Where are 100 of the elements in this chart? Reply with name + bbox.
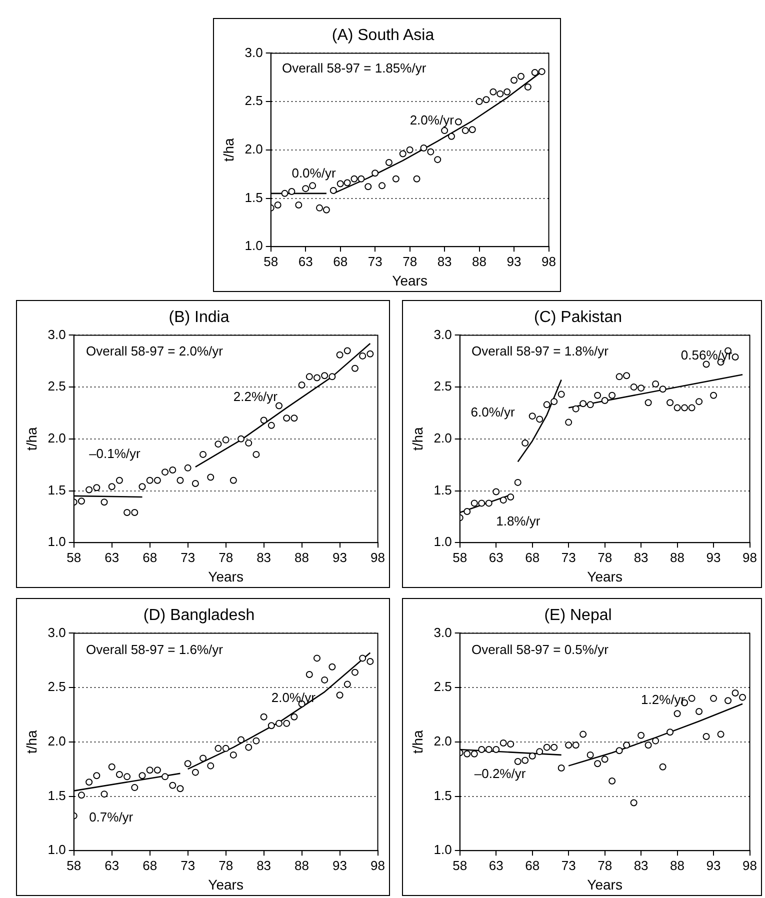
point bbox=[517, 72, 524, 80]
x-tick-label: 68 bbox=[333, 254, 348, 269]
annotation: 2.0%/yr bbox=[271, 690, 316, 705]
point bbox=[344, 179, 351, 186]
point bbox=[492, 488, 500, 496]
x-tick-label: 73 bbox=[180, 858, 196, 873]
point bbox=[702, 732, 710, 740]
point bbox=[623, 742, 630, 749]
point bbox=[413, 175, 420, 182]
x-tick-label: 78 bbox=[218, 550, 234, 565]
y-tick-label: 3.0 bbox=[434, 326, 452, 342]
point bbox=[336, 180, 344, 188]
x-tick-label: 98 bbox=[370, 550, 386, 565]
y-tick-label: 1.5 bbox=[434, 482, 452, 498]
point bbox=[608, 392, 616, 399]
point bbox=[420, 144, 428, 152]
point bbox=[572, 742, 580, 749]
x-tick-label: 83 bbox=[634, 858, 648, 873]
point bbox=[470, 500, 478, 507]
point bbox=[93, 772, 100, 780]
point bbox=[146, 476, 154, 484]
point bbox=[500, 496, 507, 504]
y-tick-label: 1.5 bbox=[48, 788, 66, 803]
x-axis-title: Years bbox=[392, 272, 428, 288]
y-tick-label: 3.0 bbox=[48, 624, 66, 640]
point bbox=[245, 744, 252, 751]
x-tick-label: 63 bbox=[104, 550, 120, 565]
point bbox=[313, 654, 320, 662]
point bbox=[507, 493, 514, 500]
x-tick-label: 83 bbox=[256, 858, 272, 873]
point bbox=[298, 381, 306, 388]
point bbox=[176, 476, 184, 484]
point bbox=[321, 372, 328, 380]
point bbox=[330, 187, 337, 194]
y-tick-label: 1.5 bbox=[244, 190, 263, 205]
point bbox=[252, 737, 260, 744]
y-tick-label: 1.0 bbox=[244, 238, 263, 254]
point bbox=[500, 739, 507, 746]
point bbox=[268, 422, 275, 429]
point bbox=[580, 730, 587, 738]
annotation: Overall 58-97 = 1.6%/yr bbox=[86, 642, 224, 658]
point bbox=[630, 799, 638, 806]
chart-title: (A) South Asia bbox=[332, 27, 434, 44]
y-tick-label: 2.5 bbox=[434, 679, 452, 694]
x-tick-label: 68 bbox=[142, 858, 158, 873]
point bbox=[328, 663, 336, 670]
point bbox=[359, 352, 366, 360]
x-tick-label: 78 bbox=[598, 858, 612, 873]
point bbox=[313, 374, 320, 382]
y-tick-label: 2.0 bbox=[48, 733, 66, 748]
point bbox=[688, 694, 696, 702]
point bbox=[462, 127, 469, 134]
point bbox=[230, 476, 237, 484]
point bbox=[306, 671, 313, 678]
annotation: 0.7%/yr bbox=[89, 810, 134, 825]
point bbox=[154, 476, 161, 484]
point bbox=[536, 416, 544, 423]
point bbox=[710, 694, 718, 702]
point bbox=[478, 746, 486, 754]
x-tick-label: 93 bbox=[506, 254, 522, 269]
point bbox=[274, 202, 282, 209]
y-axis-title: t/ha bbox=[23, 730, 40, 754]
point bbox=[476, 98, 483, 106]
point bbox=[732, 353, 739, 360]
y-tick-label: 3.0 bbox=[48, 326, 66, 342]
y-tick-label: 2.0 bbox=[48, 430, 66, 446]
point bbox=[543, 401, 550, 408]
annotation: Overall 58-97 = 0.5%/yr bbox=[471, 642, 610, 658]
point bbox=[406, 146, 414, 154]
point bbox=[78, 792, 85, 799]
point bbox=[281, 190, 288, 197]
point bbox=[214, 744, 222, 752]
x-tick-label: 73 bbox=[561, 550, 576, 565]
point bbox=[322, 206, 330, 214]
point bbox=[710, 392, 718, 399]
point bbox=[659, 386, 666, 393]
point bbox=[116, 476, 123, 484]
point bbox=[496, 90, 504, 98]
point bbox=[594, 392, 602, 399]
x-tick-label: 83 bbox=[256, 550, 272, 565]
point bbox=[268, 722, 275, 730]
point bbox=[290, 414, 298, 422]
x-tick-label: 58 bbox=[452, 550, 468, 565]
y-axis-title: t/ha bbox=[409, 730, 426, 754]
point bbox=[192, 480, 199, 487]
point bbox=[124, 509, 131, 516]
point bbox=[558, 390, 565, 398]
point bbox=[482, 96, 490, 104]
x-tick-label: 98 bbox=[742, 550, 758, 565]
annotation: 2.0%/yr bbox=[410, 112, 455, 128]
y-tick-label: 2.0 bbox=[434, 430, 452, 446]
point bbox=[524, 84, 532, 91]
point bbox=[522, 756, 529, 764]
x-tick-label: 98 bbox=[742, 858, 758, 873]
point bbox=[490, 88, 497, 96]
point bbox=[507, 740, 514, 748]
point bbox=[162, 773, 169, 780]
point bbox=[336, 351, 344, 358]
x-tick-label: 68 bbox=[525, 550, 540, 565]
point bbox=[260, 713, 268, 720]
